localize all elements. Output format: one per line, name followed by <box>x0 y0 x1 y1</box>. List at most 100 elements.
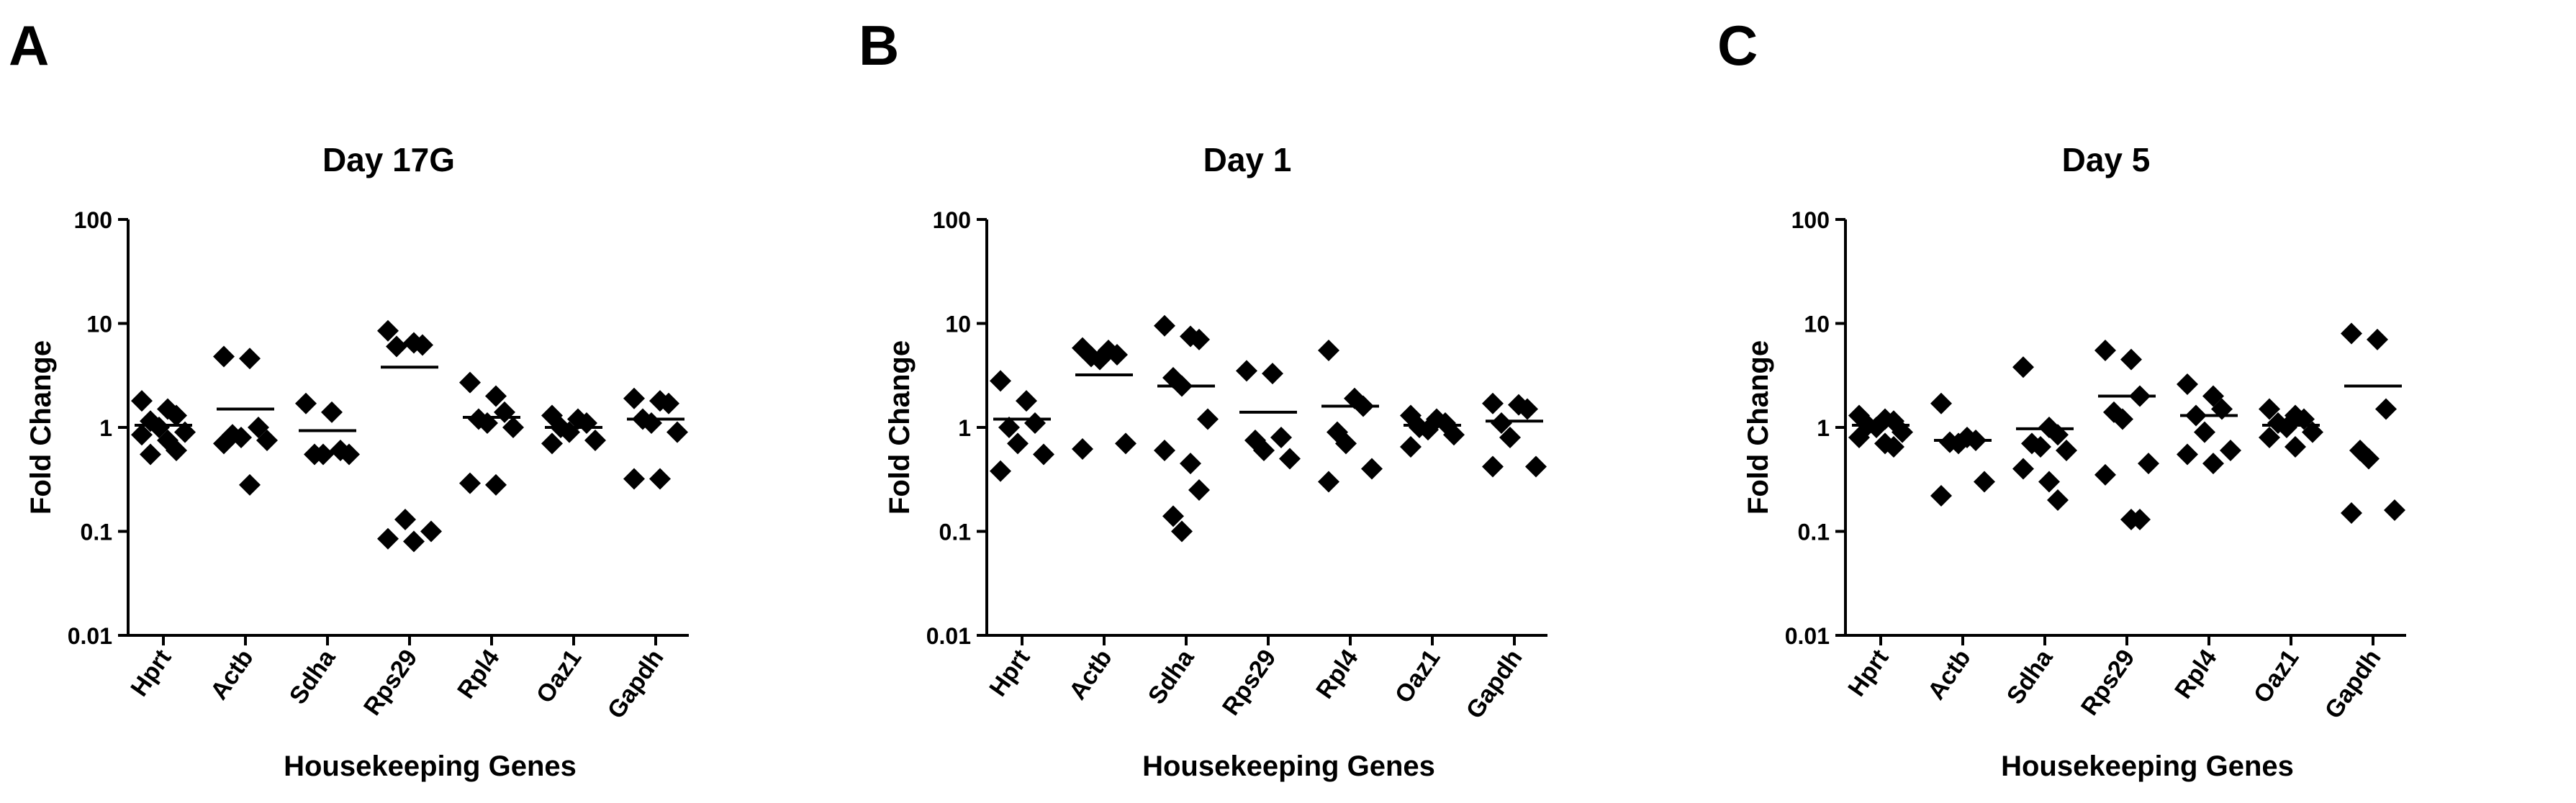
data-point <box>1024 412 1046 435</box>
x-tick-label: Actb <box>1064 645 1117 705</box>
x-tick-label: Oaz1 <box>1390 645 1446 708</box>
data-point <box>1482 392 1504 414</box>
data-point <box>623 468 645 490</box>
data-point <box>1517 398 1538 420</box>
data-point <box>459 371 481 394</box>
data-point <box>321 401 343 423</box>
x-tick-label: Sdha <box>2002 644 2058 709</box>
data-point <box>1974 471 1995 493</box>
data-point <box>2047 489 2069 512</box>
data-point <box>2220 440 2241 462</box>
x-tick-label: Hprt <box>984 645 1035 702</box>
data-point <box>1335 432 1357 455</box>
data-point <box>2276 417 2297 438</box>
panel-b: B Day 1 0.01 0.1 1 10 100 Fold Change Hprt Actb S… <box>859 0 1717 803</box>
data-point <box>131 390 153 412</box>
data-point <box>295 392 317 414</box>
data-point <box>623 387 645 409</box>
data-point <box>239 473 261 496</box>
data-point <box>148 417 170 438</box>
y-tick-label: 0.01 <box>68 623 112 649</box>
data-point <box>1197 408 1219 430</box>
x-tick-label: Rpl4 <box>1311 645 1363 704</box>
x-tick-label: Gapdh <box>1461 645 1528 724</box>
data-point <box>2094 340 2116 362</box>
data-point <box>248 417 269 438</box>
data-point <box>1188 328 1210 350</box>
data-point <box>2129 509 2151 531</box>
y-tick-label: 100 <box>933 207 971 233</box>
data-point <box>1930 485 1952 507</box>
x-axis-label: Housekeeping Genes <box>284 750 577 782</box>
data-point <box>1491 412 1512 435</box>
data-point <box>2038 471 2060 493</box>
data-point <box>239 348 261 370</box>
y-tick-label: 1 <box>1817 415 1830 441</box>
data-point <box>1361 458 1383 480</box>
panel-a: A Day 17G 0.01 0.1 1 10 100 Fold Change Hprt Act… <box>0 0 859 803</box>
x-tick-label: Rps29 <box>358 645 423 720</box>
x-tick-label: Sdha <box>284 644 341 709</box>
data-point <box>2112 408 2133 430</box>
chart-a: Day 17G 0.01 0.1 1 10 100 Fold Change Hprt Actb S… <box>25 141 689 782</box>
data-point <box>140 443 161 466</box>
y-tick-label: 10 <box>945 312 971 337</box>
data-point <box>2341 502 2362 525</box>
data-point <box>2094 463 2116 486</box>
data-point <box>1089 348 1111 371</box>
data-point <box>1016 390 1037 412</box>
data-point <box>1188 478 1210 501</box>
data-point <box>541 432 563 455</box>
data-point <box>1400 436 1422 458</box>
data-point <box>166 440 187 462</box>
data-point <box>2259 398 2280 420</box>
data-point <box>1180 453 1201 475</box>
data-point <box>649 468 671 490</box>
data-point <box>1892 421 1913 443</box>
panel-c: C Day 5 0.01 0.1 1 10 100 Fold Change Hprt Actb S… <box>1717 0 2576 803</box>
data-point <box>131 424 153 446</box>
y-tick-label: 0.01 <box>926 623 971 649</box>
data-point <box>1883 436 1904 458</box>
data-point <box>2202 385 2224 407</box>
data-point <box>1318 340 1339 362</box>
data-point <box>394 509 416 531</box>
y-axis-label: Fold Change <box>1743 340 1774 514</box>
data-point <box>2384 499 2405 522</box>
y-tick-label: 1 <box>99 415 112 441</box>
data-point <box>2375 398 2397 420</box>
data-point <box>2177 373 2198 396</box>
data-point <box>1948 432 1969 455</box>
data-point <box>1236 360 1257 382</box>
chart-title: Day 17G <box>322 141 455 178</box>
data-point <box>2120 348 2142 371</box>
data-point <box>166 404 187 427</box>
data-point <box>1318 471 1339 493</box>
data-point <box>174 421 196 443</box>
x-tick-label: Oaz1 <box>531 645 587 708</box>
data-point <box>2202 453 2224 475</box>
data-point <box>990 370 1011 392</box>
data-point <box>2030 436 2051 458</box>
data-point <box>1072 437 1093 460</box>
x-axis-label: Housekeeping Genes <box>1142 750 1435 782</box>
data-point <box>641 412 662 435</box>
data-point <box>1106 343 1128 366</box>
x-tick-label: Actb <box>1922 645 1976 705</box>
x-tick-label: Rps29 <box>1217 645 1282 720</box>
data-point <box>2012 356 2034 378</box>
data-point <box>412 334 433 356</box>
data-point <box>2012 458 2034 480</box>
data-point <box>1525 455 1547 478</box>
data-point <box>2177 443 2198 466</box>
data-point <box>658 392 679 414</box>
data-point <box>990 460 1011 482</box>
data-point <box>2367 328 2388 350</box>
x-tick-label: Gapdh <box>2320 645 2387 724</box>
y-tick-label: 0.01 <box>1785 623 1830 649</box>
data-point <box>2138 453 2159 475</box>
data-point <box>1115 432 1136 455</box>
data-point <box>256 430 278 452</box>
y-tick-label: 10 <box>1804 312 1830 337</box>
data-point <box>2302 421 2323 443</box>
